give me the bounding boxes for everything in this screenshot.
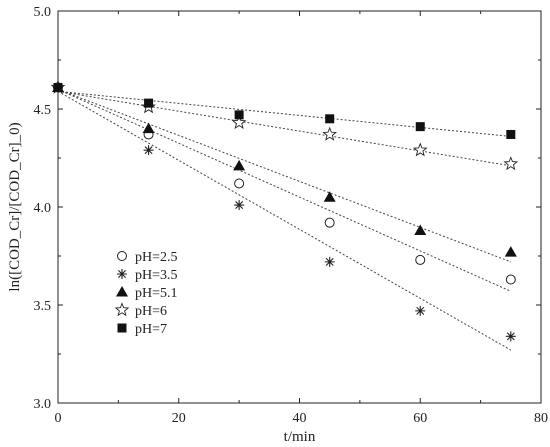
data-point-filled-triangle [414,224,427,236]
y-tick-label: 4.0 [34,201,52,216]
data-point-asterisk [505,331,516,342]
fit-line-open-circle [57,88,512,292]
legend-marker-asterisk [117,269,127,279]
legend-marker-open-circle [117,251,127,261]
fit-line-filled-triangle [57,88,511,263]
data-point-open-circle [505,274,516,285]
data-point-filled-triangle [504,246,517,257]
legend-marker-filled-triangle [116,286,128,297]
fit-lines-group [57,88,512,351]
data-point-filled-triangle [233,159,246,171]
legend-marker-filled-square [117,323,127,333]
fit-line-asterisk [57,90,512,351]
y-tick-label: 3.5 [34,299,52,314]
data-point-open-circle [234,178,245,189]
data-point-open-circle [324,217,335,228]
data-point-open-circle [415,254,426,265]
legend-label: pH=5.1 [135,286,178,301]
x-tick-label: 20 [172,411,186,426]
data-point-open-star [503,156,519,171]
data-point-asterisk [143,145,154,156]
data-point-asterisk [234,200,245,211]
legend-marker-open-star [114,302,130,317]
data-point-asterisk [415,305,426,316]
data-point-open-star [322,126,338,141]
x-axis-title: t/min [284,429,316,445]
y-tick-label: 3.0 [34,397,52,412]
y-tick-label: 4.5 [34,103,52,118]
data-point-filled-triangle [142,122,155,134]
plot-frame-group [57,10,542,404]
data-point-open-star [412,142,428,157]
data-point-open-star [231,114,247,129]
plot-frame [57,10,542,404]
axes-group: 0 20 40 60 80 3.0 3.5 4.0 4.5 5.0 t/min ln([COD_Cr]… [7,5,548,445]
x-tick-label: 60 [413,411,427,426]
data-point-filled-square [144,98,154,108]
legend-label: pH=6 [135,304,167,319]
markers-group [50,79,519,342]
data-point-filled-square [53,82,63,92]
data-point-filled-square [415,122,425,132]
x-tick-label: 80 [534,411,548,426]
data-point-filled-square [234,110,244,120]
y-tick-label: 5.0 [34,5,52,20]
legend-label: pH=3.5 [135,268,178,283]
data-point-filled-square [325,114,335,124]
data-point-asterisk [324,256,335,267]
legend-label: pH=2.5 [135,250,178,265]
x-tick-label: 0 [55,411,62,426]
x-tick-label: 40 [293,411,307,426]
legend-label: pH=7 [135,322,167,337]
fit-line-open-star [57,90,511,167]
data-point-filled-triangle [323,191,336,202]
y-axis-title: ln([COD_Cr]/[COD_Cr]_0) [7,122,23,291]
legend: pH=2.5 pH=3.5 pH=5.1 pH=6 pH=7 [114,250,178,337]
data-point-filled-square [506,129,516,139]
